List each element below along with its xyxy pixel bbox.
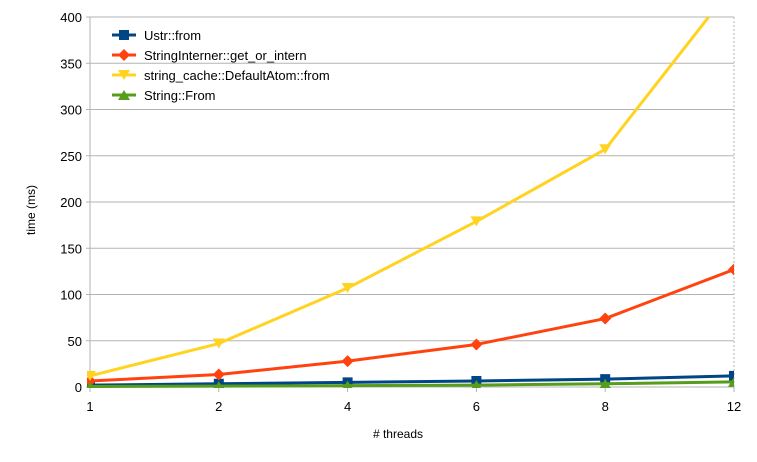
- y-tick-label: 0: [75, 380, 82, 395]
- y-tick-label: 200: [60, 195, 82, 210]
- data-point: [341, 355, 354, 368]
- legend-marker: [118, 49, 130, 61]
- y-tick-labels: 0 50 100 150 200 250 300 350 400: [60, 10, 82, 395]
- data-point: [728, 376, 734, 387]
- data-point: [212, 368, 225, 381]
- x-tick-label: 12: [727, 399, 741, 414]
- x-tick-label: 6: [473, 399, 480, 414]
- data-point: [599, 312, 612, 325]
- legend-marker: [118, 90, 130, 100]
- data-point: [728, 263, 734, 276]
- legend-marker: [118, 70, 130, 80]
- series-3: [87, 376, 734, 388]
- y-tick-label: 150: [60, 241, 82, 256]
- x-tick-label: 8: [602, 399, 609, 414]
- data-point: [87, 381, 94, 388]
- legend-entry: Ustr::from: [112, 28, 201, 43]
- data-point: [471, 380, 482, 388]
- y-tick-label: 250: [60, 149, 82, 164]
- y-tick-label: 350: [60, 56, 82, 71]
- y-tick-label: 400: [60, 10, 82, 25]
- legend-entry: StringInterner::get_or_intern: [112, 48, 307, 63]
- data-point: [470, 216, 483, 227]
- x-tick-label: 2: [215, 399, 222, 414]
- series-group: [87, 17, 734, 388]
- x-tick-label: 4: [344, 399, 351, 414]
- legend-label: StringInterner::get_or_intern: [144, 48, 307, 63]
- data-point: [341, 283, 354, 294]
- legend-entry: String::From: [112, 88, 216, 103]
- x-axis-title: # threads: [373, 427, 423, 441]
- y-axis-title: time (ms): [24, 185, 38, 235]
- series-1: [87, 263, 734, 387]
- legend-label: Ustr::from: [144, 28, 201, 43]
- axes: [86, 16, 735, 392]
- data-point: [212, 338, 225, 349]
- y-tick-label: 300: [60, 103, 82, 118]
- data-point: [599, 378, 611, 388]
- y-tick-label: 50: [68, 334, 82, 349]
- y-tick-label: 100: [60, 288, 82, 303]
- grid-lines: [90, 16, 734, 342]
- x-tick-label: 1: [86, 399, 93, 414]
- legend: Ustr::fromStringInterner::get_or_interns…: [112, 28, 330, 103]
- data-point: [343, 380, 353, 388]
- data-point: [599, 144, 612, 155]
- data-point: [87, 370, 96, 381]
- legend-entry: string_cache::DefaultAtom::from: [112, 68, 330, 83]
- legend-marker: [119, 30, 129, 40]
- series-line: [89, 268, 734, 383]
- series-line: [89, 380, 734, 388]
- data-point: [470, 338, 483, 351]
- data-point: [214, 381, 223, 388]
- series-2: [87, 17, 711, 381]
- legend-label: String::From: [144, 88, 216, 103]
- legend-label: string_cache::DefaultAtom::from: [144, 68, 330, 83]
- x-tick-labels: 1 2 4 6 8 12: [86, 399, 741, 414]
- series-line: [89, 374, 734, 387]
- series-line: [89, 17, 711, 378]
- data-point: [729, 370, 734, 381]
